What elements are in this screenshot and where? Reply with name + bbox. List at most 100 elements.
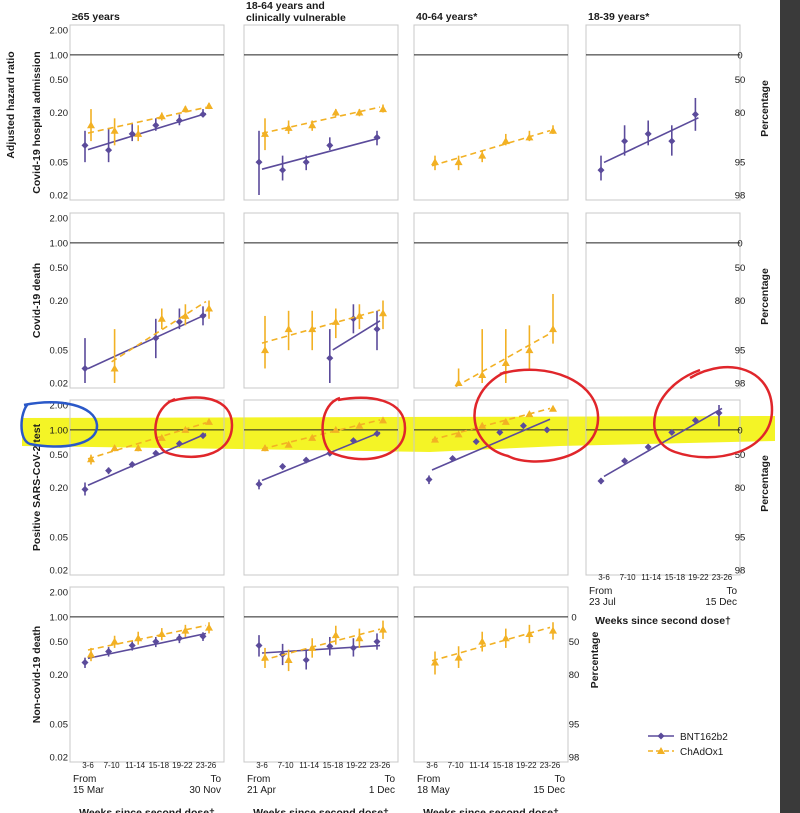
- point-bnt162b2: [81, 141, 89, 149]
- point-bnt162b2: [199, 632, 207, 640]
- x-tick-label: 7-10: [278, 761, 295, 770]
- right-axis-title: Percentage: [759, 268, 771, 325]
- trend-line-chadox1: [431, 626, 551, 662]
- point-chadox1: [157, 112, 166, 120]
- point-bnt162b2: [668, 428, 676, 436]
- point-bnt162b2: [199, 312, 207, 320]
- point-bnt162b2: [543, 426, 551, 434]
- panel-frame: [243, 586, 399, 763]
- point-bnt162b2: [302, 656, 310, 664]
- panel-frame: [243, 399, 399, 576]
- point-chadox1: [331, 317, 340, 325]
- point-bnt162b2: [175, 116, 183, 124]
- right-tick-label: 50: [735, 75, 746, 86]
- y-tick-label: 1.00: [50, 238, 69, 249]
- right-axis-title: Percentage: [759, 80, 771, 137]
- panel-r2-c1: [243, 399, 399, 576]
- x-tick-label: 7-10: [448, 761, 465, 770]
- y-tick-label: 1.00: [50, 50, 69, 61]
- point-bnt162b2: [128, 641, 136, 649]
- point-chadox1: [331, 425, 340, 433]
- point-chadox1: [308, 433, 317, 441]
- date-to: 1 Dec: [369, 785, 395, 796]
- column-header-3: 18-39 years*: [588, 11, 650, 23]
- forest-plot-grid: Adjusted hazard ratioEstimated vaccine e…: [5, 0, 775, 813]
- point-chadox1: [110, 126, 119, 134]
- point-bnt162b2: [449, 454, 457, 462]
- legend-marker-chadox1: [657, 747, 665, 754]
- point-bnt162b2: [128, 130, 136, 138]
- point-bnt162b2: [105, 146, 113, 154]
- red-circle-annotation: [154, 396, 234, 459]
- x-tick-label: 19-22: [346, 761, 367, 770]
- panel-r2-c2: [413, 399, 569, 576]
- point-bnt162b2: [621, 457, 629, 465]
- trend-line-bnt162b2: [261, 137, 381, 170]
- y-tick-label: 0.05: [50, 346, 69, 357]
- point-chadox1: [501, 417, 510, 425]
- right-tick-label: 50: [735, 263, 746, 274]
- point-bnt162b2: [152, 449, 160, 457]
- x-tick-label: 11-14: [469, 761, 489, 770]
- panel-r3-c0: [69, 586, 225, 763]
- point-bnt162b2: [255, 641, 263, 649]
- trend-line-bnt162b2: [603, 117, 699, 164]
- x-axis-title: Weeks since second dose†: [423, 807, 559, 813]
- point-chadox1: [525, 410, 534, 418]
- panel-r3-c1: [243, 586, 399, 763]
- point-bnt162b2: [349, 644, 357, 652]
- panel-frame: [69, 399, 225, 576]
- point-chadox1: [261, 129, 269, 137]
- panel-frame: [413, 24, 569, 201]
- point-chadox1: [110, 444, 119, 452]
- point-bnt162b2: [302, 456, 310, 464]
- point-chadox1: [454, 430, 463, 438]
- point-chadox1: [261, 346, 269, 354]
- point-bnt162b2: [373, 638, 381, 646]
- point-bnt162b2: [425, 476, 433, 484]
- point-bnt162b2: [128, 461, 136, 469]
- point-bnt162b2: [373, 325, 381, 333]
- y-tick-label: 0.02: [50, 566, 69, 577]
- point-bnt162b2: [668, 137, 676, 145]
- column-header-1: clinically vulnerable: [246, 12, 346, 24]
- y-tick-label: 0.50: [50, 637, 69, 648]
- y-tick-label: 0.50: [50, 75, 69, 86]
- right-tick-label: 50: [735, 450, 746, 461]
- x-tick-label: 3-6: [82, 761, 94, 770]
- point-bnt162b2: [496, 428, 504, 436]
- date-from: 23 Jul: [589, 597, 616, 608]
- date-to: 15 Dec: [533, 785, 565, 796]
- right-axis-title: Percentage: [589, 632, 601, 689]
- y-tick-label: 0.02: [50, 753, 69, 764]
- point-bnt162b2: [597, 477, 605, 485]
- point-bnt162b2: [152, 638, 160, 646]
- point-chadox1: [134, 129, 143, 137]
- point-chadox1: [205, 304, 213, 312]
- point-chadox1: [454, 158, 463, 166]
- point-chadox1: [205, 417, 213, 425]
- point-bnt162b2: [472, 438, 480, 446]
- point-bnt162b2: [715, 409, 723, 417]
- y-tick-label: 2.00: [50, 401, 69, 412]
- right-tick-label: 98: [735, 566, 746, 577]
- date-from: From: [417, 774, 440, 785]
- panel-r1-c0: [69, 212, 225, 389]
- point-chadox1: [308, 643, 317, 651]
- x-tick-label: 11-14: [125, 761, 145, 770]
- point-bnt162b2: [519, 422, 527, 430]
- date-from: From: [589, 586, 612, 597]
- point-bnt162b2: [302, 158, 310, 166]
- trend-line-bnt162b2: [332, 320, 381, 351]
- point-chadox1: [379, 105, 387, 113]
- right-tick-label: 98: [735, 379, 746, 390]
- point-chadox1: [87, 455, 95, 463]
- point-bnt162b2: [279, 166, 287, 174]
- point-chadox1: [355, 108, 364, 116]
- x-axis-title: Weeks since second dose†: [79, 807, 215, 813]
- y-tick-label: 2.00: [50, 214, 69, 225]
- right-tick-label: 98: [569, 753, 580, 764]
- right-tick-label: 95: [735, 346, 746, 357]
- point-bnt162b2: [105, 467, 113, 475]
- point-chadox1: [261, 444, 269, 452]
